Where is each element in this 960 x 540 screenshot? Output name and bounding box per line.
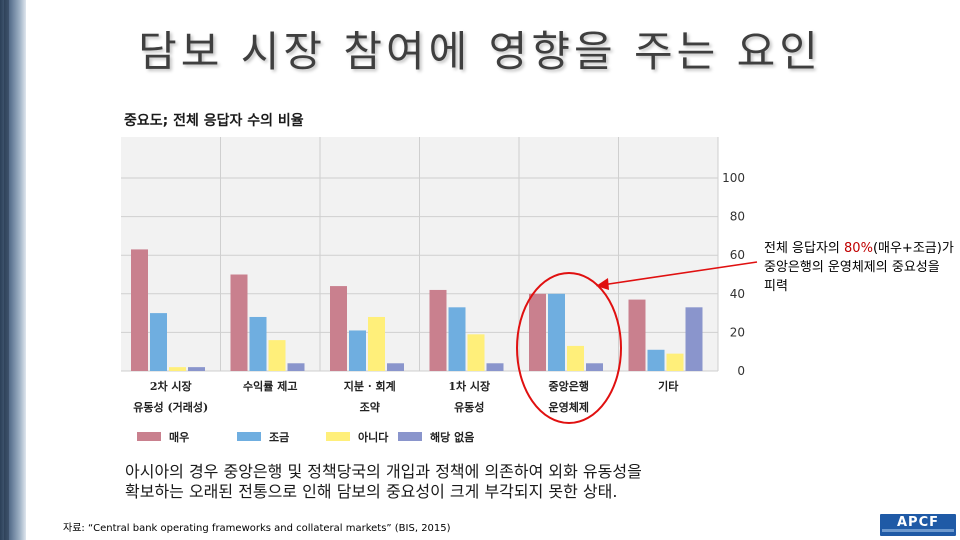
legend-swatch (326, 432, 350, 441)
bar (647, 349, 665, 371)
bar (131, 249, 148, 371)
x-category-label: 수익률 제고 (243, 379, 297, 393)
x-category-label: 2차 시장 (150, 379, 192, 393)
callout-arrow (601, 261, 758, 286)
bar (548, 293, 565, 371)
note-text-2: (매우+조금)가 중앙은행의 운영체제의 중요성을 피력 (764, 241, 954, 294)
bar (467, 334, 485, 371)
bar (150, 313, 167, 371)
bar (188, 367, 205, 371)
callout-note: 전체 응답자의 80%(매우+조금)가 중앙은행의 운영체제의 중요성을 피력 (764, 239, 954, 296)
bar (368, 316, 385, 371)
y-tick-label: 20 (730, 325, 745, 339)
x-category-label: 중앙은행 (549, 379, 589, 393)
source-citation: 자료: “Central bank operating frameworks a… (63, 523, 451, 534)
legend-swatch (398, 432, 422, 441)
bar (666, 353, 684, 371)
bar (529, 293, 546, 371)
y-tick-label: 40 (730, 287, 745, 301)
y-tick-label: 100 (722, 171, 745, 185)
highlight-circle (516, 272, 622, 424)
legend-label: 아니다 (358, 430, 389, 444)
bar (586, 363, 603, 371)
legend-swatch (137, 432, 161, 441)
y-tick-label: 60 (730, 248, 745, 262)
description-line-2: 확보하는 오래된 전통으로 인해 담보의 중요성이 크게 부각되지 못한 상태. (125, 482, 618, 501)
x-category-label: 운영체제 (549, 400, 589, 414)
x-category-label: 기타 (658, 379, 679, 393)
legend-label: 해당 없음 (430, 430, 474, 444)
bar (230, 274, 248, 371)
y-tick-label: 0 (737, 364, 745, 378)
bar (685, 307, 703, 371)
legend-swatch (237, 432, 261, 441)
note-text-1: 전체 응답자의 (764, 241, 845, 256)
bar (448, 307, 466, 371)
bar (349, 330, 366, 371)
chart-title: 중요도; 전체 응답자 수의 비율 (124, 112, 304, 129)
note-highlight: 80% (844, 241, 873, 256)
bar (486, 363, 504, 371)
bar (287, 363, 305, 371)
bar (169, 367, 186, 371)
x-category-label: 유동성 (454, 400, 484, 414)
bar (268, 340, 286, 371)
bar (330, 286, 347, 371)
legend-label: 조금 (269, 431, 289, 444)
apcf-logo: APCF (880, 514, 956, 536)
description: 아시아의 경우 중앙은행 및 정책당국의 개입과 정책에 의존하여 외화 유동성… (125, 462, 775, 502)
legend-label: 매우 (169, 430, 189, 444)
decorative-side-bar (0, 0, 26, 540)
callout-arrowhead (596, 278, 609, 290)
bar (249, 316, 267, 371)
description-line-1: 아시아의 경우 중앙은행 및 정책당국의 개입과 정책에 의존하여 외화 유동성… (125, 462, 642, 481)
bar (567, 345, 584, 371)
bar (628, 299, 646, 371)
bar (429, 289, 447, 371)
x-category-label: 조약 (360, 400, 380, 414)
slide-title: 담보 시장 참여에 영향을 주는 요인 (138, 27, 822, 76)
chart-title-band (118, 103, 750, 137)
x-category-label: 지분 · 회계 (344, 379, 396, 393)
bar (387, 363, 404, 371)
logo-stripe (882, 529, 954, 532)
x-category-label: 유동성 (거래성) (133, 400, 208, 414)
x-category-label: 1차 시장 (448, 379, 490, 393)
logo-text: APCF (896, 515, 939, 530)
y-tick-label: 80 (730, 210, 745, 224)
